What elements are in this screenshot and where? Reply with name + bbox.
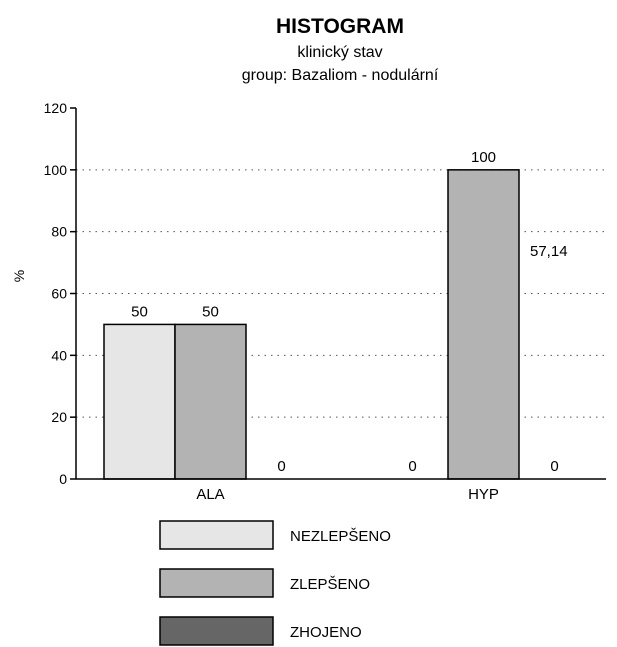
category-label-ala: ALA <box>196 486 224 503</box>
data-label: 100 <box>471 149 496 166</box>
legend-swatch <box>159 568 274 598</box>
data-label: 50 <box>202 303 219 320</box>
y-tick-label: 60 <box>51 286 67 302</box>
legend-label: ZHOJENO <box>290 624 362 641</box>
category-label-hyp: HYP <box>468 486 499 503</box>
annotation-57-14: 57,14 <box>530 243 568 260</box>
legend-swatch <box>159 616 274 646</box>
bar-ala-0 <box>103 323 176 480</box>
data-label: 0 <box>277 458 285 475</box>
legend-swatch <box>159 520 274 550</box>
data-label: 50 <box>131 303 148 320</box>
data-label: 0 <box>550 458 558 475</box>
y-tick-label: 20 <box>51 409 67 425</box>
chart-subtitle: klinický stav <box>297 44 382 61</box>
legend-label: NEZLEPŠENO <box>290 528 391 545</box>
y-tick-label: 80 <box>51 224 67 240</box>
chart-title: HISTOGRAM <box>276 15 404 38</box>
y-tick-label: 40 <box>51 347 67 363</box>
y-axis-ticks: 0 20 40 60 80 100 120 <box>44 100 76 487</box>
y-tick-label: 120 <box>44 100 68 116</box>
data-labels: 50 50 0 0 100 0 <box>131 149 559 475</box>
y-tick-label: 0 <box>59 471 67 487</box>
legend-label: ZLEPŠENO <box>290 576 370 593</box>
legend: NEZLEPŠENO ZLEPŠENO ZHOJENO <box>159 520 391 646</box>
bars <box>103 169 520 480</box>
bar-hyp-1 <box>447 169 520 480</box>
y-axis-label: % <box>11 270 27 282</box>
chart-group-label: group: Bazaliom - nodulární <box>242 67 439 84</box>
bar-ala-1 <box>174 323 247 480</box>
y-tick-label: 100 <box>44 162 68 178</box>
data-label: 0 <box>408 458 416 475</box>
category-labels: ALA HYP <box>196 486 499 503</box>
